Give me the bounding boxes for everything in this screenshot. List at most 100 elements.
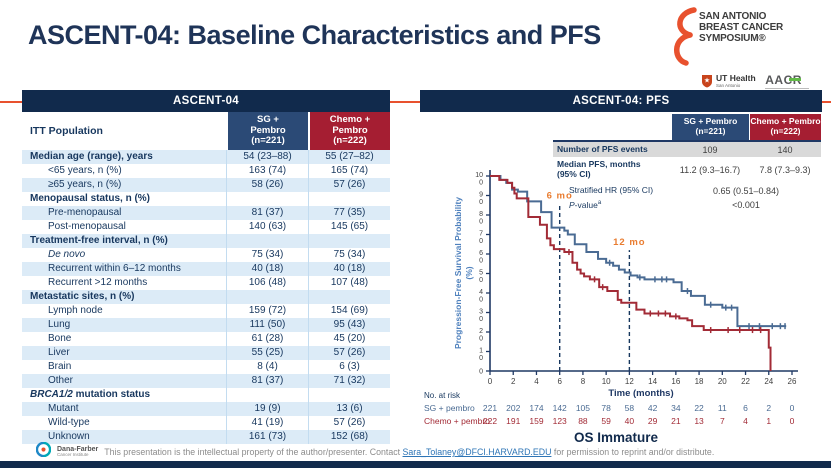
risk-value: 123 [553,416,567,426]
risk-table-title: No. at risk [424,391,461,400]
table-row: ≥65 years, n (%) 58 (26) 57 (26) [22,178,390,192]
pfs-panel-header: ASCENT-04: PFS [420,90,822,112]
risk-value: 221 [483,403,497,413]
contact-email-link[interactable]: Sara_Tolaney@DFCI.HARVARD.EDU [402,447,552,457]
x-tick-label: 12 [625,377,634,386]
risk-value: 142 [553,403,567,413]
x-axis-label: Time (months) [608,388,673,399]
sabcs-logo-text: SAN ANTONIO BREAST CANCER SYMPOSIUM® [699,11,784,44]
sg-pembro-column-header: SG + Pembro (n=221) [226,112,308,150]
accent-rule [0,101,831,103]
y-axis-label: Progression-Free Survival Probability(%) [453,197,474,349]
p-value-row: P-valuea <0.001 [569,199,760,210]
x-tick-label: 26 [788,377,797,386]
chemo-pembro-column-header: Chemo + Pembro (n=222) [308,112,390,150]
table-row: Pre-menopausal 81 (37) 77 (35) [22,206,390,220]
chemo-pembro-stats-header: Chemo + Pembro (n=222) [749,114,821,140]
x-tick-label: 16 [671,377,680,386]
baseline-table-header: ITT Population SG + Pembro (n=221) Chemo… [22,112,390,150]
risk-value: 13 [694,416,704,426]
table-row: Lymph node 159 (72) 154 (69) [22,304,390,318]
table-row: Recurrent within 6–12 months 40 (18) 40 (1… [22,262,390,276]
pfs-stats-header: SG + Pembro (n=221) Chemo + Pembro (n=22… [553,114,821,140]
baseline-panel: ASCENT-04 ITT Population SG + Pembro (n=… [22,90,390,444]
table-row: Treatment-free interval, n (%) [22,234,390,248]
logo-cluster: SAN ANTONIO BREAST CANCER SYMPOSIUM® ★ U… [667,6,825,99]
risk-row-label: Chemo + pembro [424,416,490,426]
risk-value: 29 [648,416,658,426]
table-row: <65 years, n (%) 163 (74) 165 (74) [22,164,390,178]
risk-value: 34 [671,403,681,413]
risk-row-label: SG + pembro [424,403,475,413]
risk-value: 174 [529,403,543,413]
y-tick-label: 10 0 [475,172,483,187]
x-tick-label: 20 [718,377,727,386]
footer-text: This presentation is the intellectual pr… [104,447,715,457]
pfs-events-row: Number of PFS events 109 140 [553,140,821,157]
table-row: Mutant 19 (9) 13 (6) [22,402,390,416]
risk-value: 11 [718,403,727,413]
table-row: Other 81 (37) 71 (32) [22,374,390,388]
baseline-table-body: Median age (range), years 54 (23–88) 55 (2… [22,150,390,444]
table-row: Post-menopausal 140 (63) 145 (65) [22,220,390,234]
table-row: BRCA1/2 mutation status [22,388,390,402]
x-tick-label: 6 [557,377,562,386]
table-row: Wild-type 41 (19) 57 (26) [22,416,390,430]
bottom-bar [0,461,831,468]
dana-farber-icon [35,441,52,462]
sabcs-ribbon-icon [667,6,699,71]
risk-value: 22 [694,403,704,413]
risk-value: 88 [578,416,588,426]
x-tick-label: 8 [581,377,586,386]
risk-value: 0 [790,416,795,426]
risk-value: 222 [483,416,497,426]
x-tick-label: 4 [534,377,539,386]
x-tick-label: 2 [511,377,516,386]
risk-value: 6 [743,403,748,413]
table-row: Metastatic sites, n (%) [22,290,390,304]
table-row: Recurrent >12 months 106 (48) 107 (48) [22,276,390,290]
uthealth-shield-icon: ★ [701,74,713,93]
footer: Dana-Farber Cancer Institute This presen… [35,441,826,462]
table-row: De novo 75 (34) 75 (34) [22,248,390,262]
risk-value: 202 [506,403,520,413]
risk-value: 2 [766,403,771,413]
risk-value: 191 [506,416,520,426]
pfs-panel: ASCENT-04: PFS SG + Pembro (n=221) Chemo… [420,90,822,448]
risk-value: 0 [790,403,795,413]
stratified-hr-row: Stratified HR (95% CI) 0.65 (0.51–0.84) [569,184,780,196]
risk-value: 159 [529,416,543,426]
risk-value: 105 [576,403,590,413]
risk-value: 59 [601,416,611,426]
x-tick-label: 0 [488,377,493,386]
table-row: Unknown 161 (73) 152 (68) [22,430,390,444]
reference-label: 12 mo [613,237,645,248]
page-title: ASCENT-04: Baseline Characteristics and … [28,20,601,50]
table-row: Brain 8 (4) 6 (3) [22,360,390,374]
x-tick-label: 24 [764,377,773,386]
x-tick-label: 10 [602,377,611,386]
x-tick-label: 22 [741,377,750,386]
itt-population-header: ITT Population [30,125,103,137]
risk-value: 40 [625,416,635,426]
table-row: Lung 111 (50) 95 (43) [22,318,390,332]
table-row: Menopausal status, n (%) [22,192,390,206]
risk-value: 7 [720,416,725,426]
risk-value: 58 [625,403,635,413]
sg-pembro-stats-header: SG + Pembro (n=221) [671,114,749,140]
pfs-stats-table: SG + Pembro (n=221) Chemo + Pembro (n=22… [553,114,821,212]
dana-farber-logo-text: Dana-Farber Cancer Institute [57,446,99,458]
baseline-panel-header: ASCENT-04 [22,90,390,112]
x-tick-label: 14 [648,377,657,386]
risk-value: 21 [671,416,681,426]
x-tick-label: 18 [695,377,704,386]
median-pfs-row: Median PFS, months (95% CI) 11.2 (9.3–16… [557,159,811,179]
